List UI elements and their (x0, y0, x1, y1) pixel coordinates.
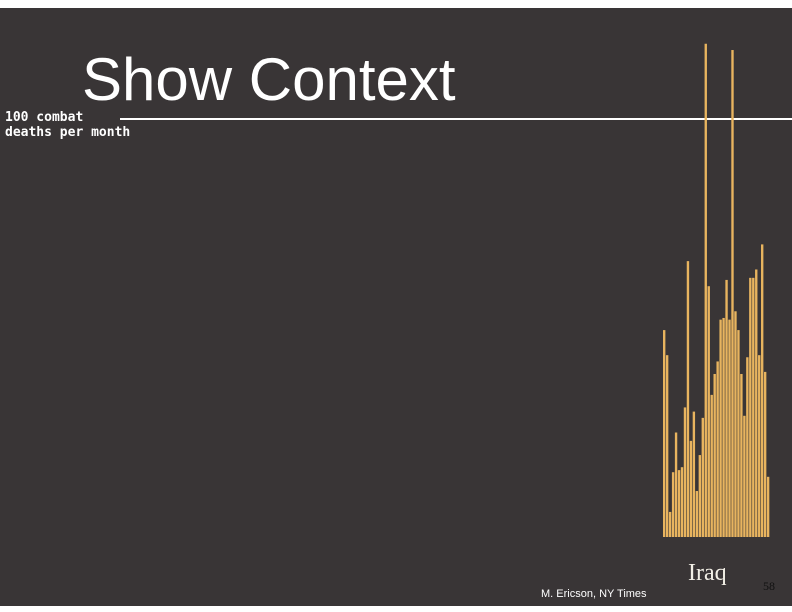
bar (725, 279, 728, 537)
bar (731, 50, 734, 537)
bar (707, 286, 710, 537)
bar (695, 491, 699, 537)
bar (668, 511, 672, 537)
bar (689, 440, 693, 537)
bar (766, 476, 770, 537)
bar (716, 361, 719, 537)
bar (763, 371, 767, 537)
bar (722, 317, 725, 537)
bar (698, 455, 702, 537)
bar (665, 355, 669, 537)
bar (683, 407, 687, 537)
bar (710, 394, 713, 537)
slide-title: Show Context (82, 46, 456, 113)
bar (677, 470, 681, 537)
bar (719, 319, 722, 537)
x-label: Iraq (688, 560, 727, 586)
bar (755, 269, 758, 537)
bar (704, 43, 707, 537)
bar (737, 330, 740, 537)
slide-background (0, 8, 792, 606)
bar (713, 373, 716, 537)
bar (749, 277, 752, 537)
bar (758, 355, 761, 537)
bar (743, 415, 746, 537)
bar (663, 330, 666, 537)
page-number: 58 (763, 579, 775, 593)
y-tick-label: 100 combat deaths per month (5, 110, 131, 140)
bar (752, 277, 755, 537)
bar (701, 417, 704, 537)
bar (692, 411, 696, 537)
bar (746, 357, 749, 537)
bar (728, 319, 731, 537)
bar (686, 261, 690, 537)
bar (761, 244, 764, 537)
bar (674, 432, 678, 537)
bar (734, 311, 737, 537)
credit: M. Ericson, NY Times (541, 588, 647, 600)
bar (680, 467, 684, 537)
bar (671, 472, 675, 537)
bar (740, 373, 743, 537)
